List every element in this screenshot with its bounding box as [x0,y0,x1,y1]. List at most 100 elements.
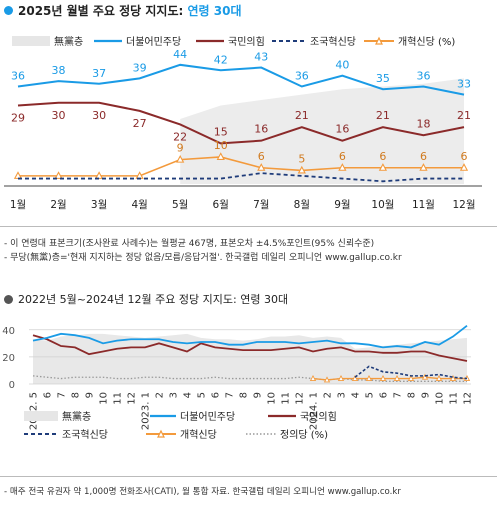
justice-line [32,375,467,382]
reform-data-label: 6 [420,150,427,163]
legend2-swatch-democratic [150,414,176,417]
reform-point [337,375,345,382]
legend2-item-justice: 정의당 (%) [246,426,328,441]
reform-point [216,152,225,160]
legend2-swatch-justice [246,432,276,435]
legend-label-ppp: 국민의힘 [228,37,265,48]
reform-data-label: 5 [298,152,305,165]
reform-data-label: 6 [258,150,265,163]
y-tick-label: 0 [9,380,15,391]
democratic-data-label: 36 [416,70,430,83]
reform-data-label: 6 [379,150,386,163]
x-tick-label: 3 [337,392,348,398]
democratic-data-label: 36 [11,70,25,83]
x-tick-label: 2 [155,392,166,398]
legend2-label-reform: 개혁신당 [180,430,217,441]
democratic-data-label: 44 [173,48,187,61]
y-tick-label: 20 [2,353,15,364]
reform-point [449,375,457,382]
democratic-data-label: 42 [214,53,228,66]
rebuilding-line [354,365,468,380]
ppp-data-label: 29 [11,111,25,124]
x-tick-label: 3 [169,392,180,398]
democratic-data-label: 43 [254,51,268,64]
x-tick-label: 5 [197,392,208,398]
x-tick-label: 4 [183,392,194,398]
x-tick-label: 5월 [172,199,188,211]
democratic-data-label: 40 [335,59,349,72]
reform-point [338,163,347,171]
x-tick-label: 1월 [10,199,26,211]
divider [0,226,497,227]
legend-label-independent: 無黨층 [54,37,84,48]
x-tick-label: 2월 [50,199,66,211]
chart2-title-text: 2022년 5월~2024년 12월 주요 정당 지지도: 연령 30대 [18,293,289,306]
legend2-item-ppp: 국민의힘 [268,408,337,423]
legend2-label-justice: 정의당 (%) [280,430,329,441]
reform-point [421,373,429,380]
legend2-swatch-independent [24,410,58,421]
reform-point [435,375,443,382]
x-tick-label: 8 [239,392,250,398]
reform-point [379,375,387,382]
x-tick-label: 12 [127,392,138,405]
ppp-data-label: 30 [52,109,66,122]
reform-data-label: 10 [214,139,228,152]
y-tick-label: 40 [2,326,15,337]
chart2-legend: 無黨층 더불어민주당 국민의힘 조국혁신당 개혁신당 정의당 (%) [0,408,497,441]
democratic-data-label: 33 [457,78,471,91]
legend2-item-democratic: 더불어민주당 [150,408,235,423]
x-tick-label: 2023. 1 [141,392,152,430]
chart2-note-source: - 매주 전국 유권자 약 1,000명 전화조사(CATI), 월 통합 자료… [4,487,401,497]
chart2-title: 2022년 5월~2024년 12월 주요 정당 지지도: 연령 30대 [4,291,288,307]
independent-area [180,78,464,184]
x-tick-label: 4 [351,392,362,398]
democratic-data-label: 37 [92,67,106,80]
reform-data-label: 6 [339,150,346,163]
x-tick-label: 2 [323,392,334,398]
chart1-svg: 36 38 37 39 44 42 43 36 40 35 36 33 29 30 30 27 22 15 16 21… [4,48,482,211]
reform-point [54,171,63,179]
x-tick-label: 7 [57,392,68,398]
x-tick-label: 11월 [412,199,435,211]
reform-point [393,375,401,382]
x-tick-label: 6 [379,392,390,398]
x-tick-label: 6 [43,392,54,398]
legend2-swatch-ppp [268,414,296,417]
x-tick-label: 5 [365,392,376,398]
reform-point [309,375,317,382]
legend-swatch-reform [364,36,394,45]
democratic-line [32,324,468,349]
reform-data-label: 9 [177,142,184,155]
chart1-legend: 無黨층 더불어민주당 국민의힘 조국혁신당 개혁신당 (%) [0,33,497,48]
x-tick-label: 8월 [294,199,310,211]
ppp-line [17,101,465,145]
x-tick-label: 12 [463,392,474,405]
democratic-data-label: 36 [295,70,309,83]
chart1-title-highlight: 연령 30대 [187,4,242,18]
ppp-line [32,334,468,362]
reform-point [419,163,428,171]
x-tick-label: 7 [225,392,236,398]
x-tick-label: 8 [71,392,82,398]
chart1-note-definition: - 무당(無黨)층='현재 지지하는 정당 없음/모름/응답거절'. 한국갤럽 … [4,253,402,263]
x-tick-label: 9 [85,392,96,398]
legend-label-reform: 개혁신당 (%) [398,37,456,48]
chart1-note-sample: - 이 연령대 표본크기(조사완료 사례수)는 월평균 467명, 표본오차 ±… [4,239,375,249]
ppp-data-label: 21 [295,109,309,122]
divider [0,476,497,477]
legend-item-rebuilding: 조국혁신당 [272,33,356,48]
democratic-data-label: 39 [133,61,147,74]
democratic-data-label: 35 [376,72,390,85]
rebuilding-line [18,172,464,183]
ppp-data-label: 22 [173,130,187,143]
x-tick-label: 9 [253,392,264,398]
reform-line [312,376,467,381]
x-tick-label: 10 [267,392,278,405]
ppp-data-label: 18 [416,117,430,130]
x-tick-label: 2024. 1 [309,392,320,430]
legend2-label-rebuilding: 조국혁신당 [62,430,108,441]
ppp-data-label: 21 [457,109,471,122]
ppp-data-label: 16 [254,123,268,136]
